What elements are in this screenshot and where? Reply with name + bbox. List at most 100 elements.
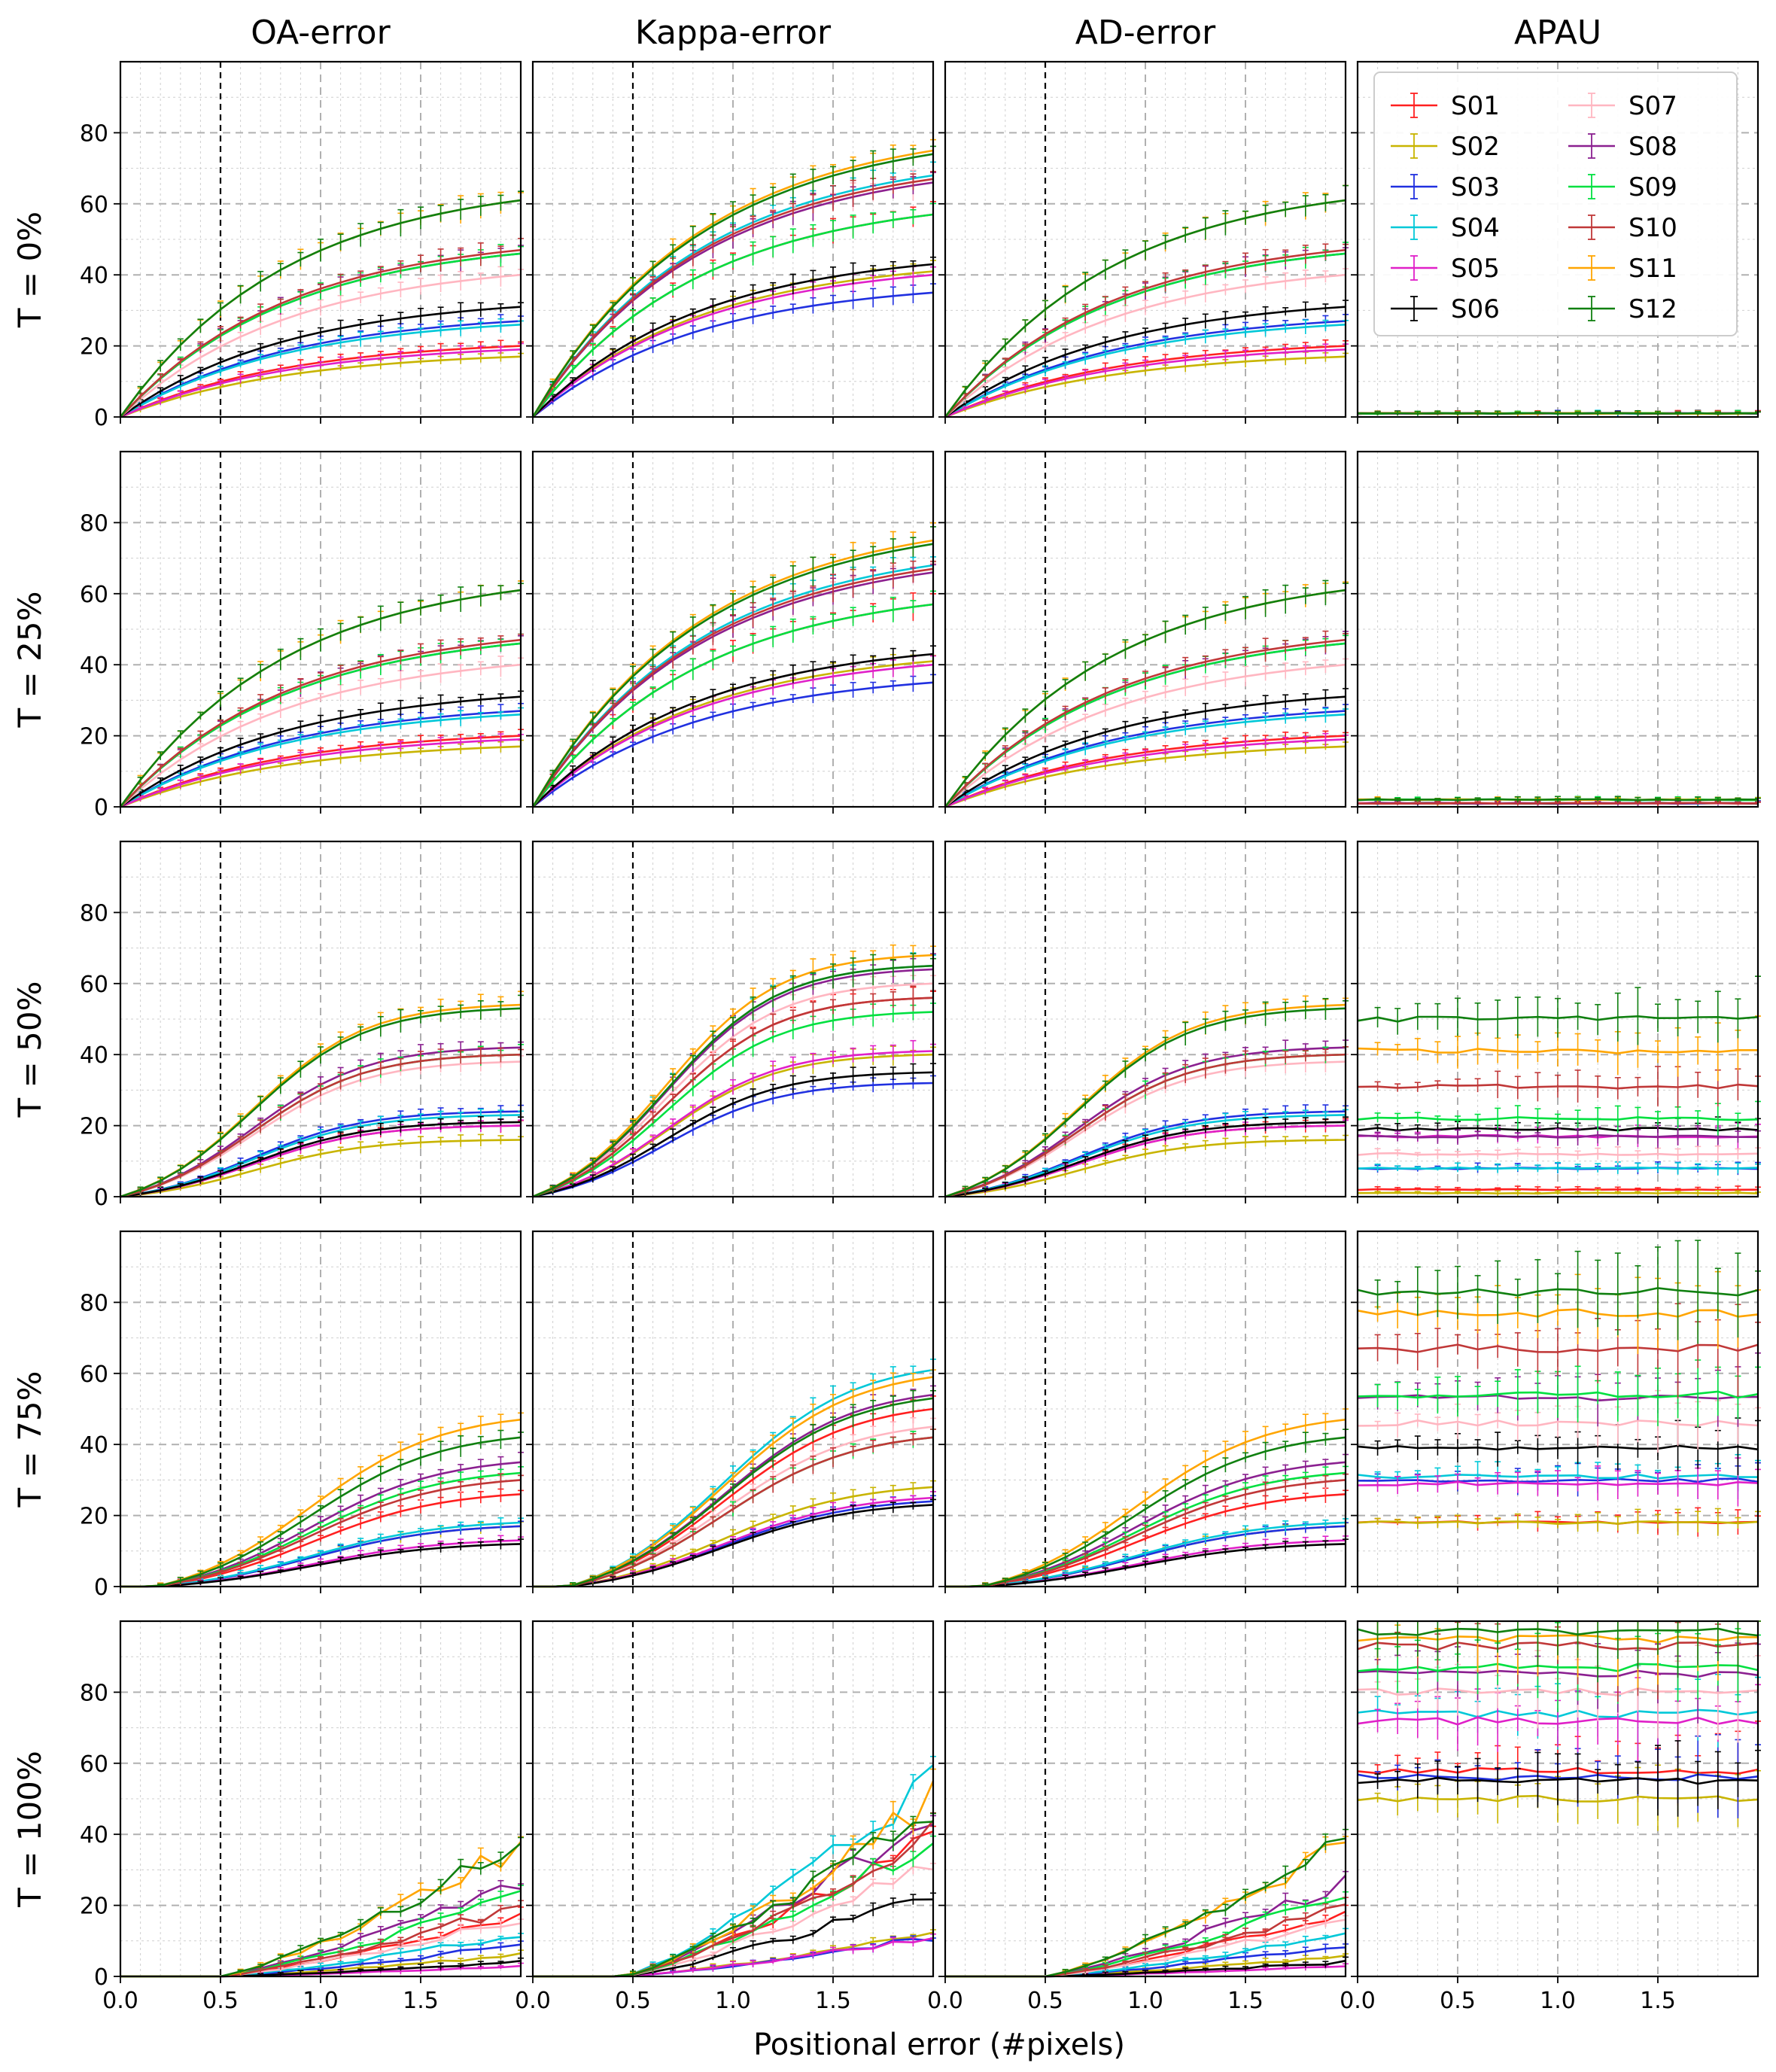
series-s10 <box>944 243 1349 418</box>
series-s10 <box>944 630 1349 808</box>
row-label-t100: T = 100% <box>11 1751 48 1908</box>
y-tick-label: 40 <box>80 263 108 289</box>
column-title-apau: APAU <box>1514 14 1601 52</box>
series-line-s02 <box>120 745 522 808</box>
series-s02 <box>120 1133 524 1198</box>
y-tick-label: 0 <box>94 1185 108 1211</box>
series-line-s05 <box>120 738 522 808</box>
series-s10 <box>120 633 524 808</box>
series-line-s10 <box>120 248 522 418</box>
series-line-s10 <box>944 638 1346 808</box>
series-s12 <box>120 994 524 1198</box>
y-tick-label: 80 <box>80 510 108 537</box>
series-line-s04 <box>944 713 1346 808</box>
series-line-s06 <box>944 306 1346 418</box>
series-s07 <box>944 658 1349 808</box>
series-line-s02 <box>944 355 1346 418</box>
series-s09 <box>531 590 936 808</box>
series-line-s12 <box>531 543 934 808</box>
series-s12 <box>1357 796 1761 803</box>
series-line-s05 <box>944 738 1346 808</box>
series-line-s06 <box>120 695 522 808</box>
series-s06 <box>532 256 936 418</box>
series-line-s06 <box>120 1121 522 1198</box>
y-tick-label: 40 <box>80 1042 108 1069</box>
series-line-s12 <box>1357 412 1759 415</box>
row-label-t25: T = 25% <box>11 592 48 729</box>
panel-t-50-kappa-error <box>526 840 936 1203</box>
y-tick-label: 0 <box>94 405 108 431</box>
column-title-ad-error: AD-error <box>1075 14 1216 52</box>
series-line-s04 <box>120 713 522 808</box>
y-tick-label: 20 <box>80 1114 108 1140</box>
series-s03 <box>532 283 936 418</box>
series-line-s07 <box>944 273 1346 418</box>
column-title-oa-error: OA-error <box>251 14 391 52</box>
series-s04 <box>120 707 524 808</box>
series-s12 <box>531 145 936 418</box>
y-tick-label: 20 <box>80 334 108 361</box>
series-line-s10 <box>944 248 1346 418</box>
row-label-t50: T = 50% <box>11 981 48 1118</box>
series-s06 <box>120 302 524 418</box>
series-s05 <box>120 342 524 418</box>
series-line-s05 <box>944 348 1346 418</box>
row-label-t75: T = 75% <box>11 1371 48 1508</box>
series-s04 <box>944 319 1349 418</box>
series-line-s12 <box>944 199 1346 418</box>
series-s12 <box>944 580 1349 808</box>
panel-t-0-ad-error <box>938 60 1349 424</box>
panel-t-25-kappa-error <box>526 450 936 814</box>
y-tick-label: 60 <box>80 192 108 218</box>
series-s05 <box>120 733 524 808</box>
series-line-s09 <box>531 213 934 418</box>
series-s06 <box>120 1115 524 1198</box>
series-line-s12 <box>1357 798 1758 802</box>
series-line-s02 <box>120 355 522 418</box>
series-s06 <box>120 690 524 808</box>
y-tick-label: 20 <box>80 724 108 750</box>
series-line-s02 <box>120 1139 522 1198</box>
series-line-s12 <box>119 589 522 808</box>
series-line-s10 <box>531 178 934 418</box>
series-line-s04 <box>120 1114 522 1198</box>
series-s12 <box>119 190 524 418</box>
series-line-s09 <box>531 603 934 808</box>
series-line-s07 <box>944 663 1346 808</box>
y-tick-label: 80 <box>80 900 108 926</box>
y-tick-label: 60 <box>80 582 108 608</box>
panel-t-25-apau <box>1351 450 1761 814</box>
series-line-s10 <box>120 638 522 808</box>
series-line-s12 <box>944 589 1346 808</box>
series-line-s10 <box>120 1053 522 1198</box>
series-line-s05 <box>532 663 934 808</box>
panel-t-25-ad-error <box>938 450 1349 814</box>
y-tick-label: 80 <box>80 120 108 147</box>
series-line-s03 <box>532 291 934 418</box>
series-line-s03 <box>532 681 934 808</box>
row-label-t0: T = 0% <box>11 211 48 328</box>
series-line-s04 <box>120 324 522 418</box>
series-line-s12 <box>119 199 522 418</box>
series-s04 <box>944 707 1349 808</box>
y-tick-label: 0 <box>94 795 108 821</box>
series-line-s06 <box>120 306 522 418</box>
x-axis-title: Positional error (#pixels) <box>753 2028 1125 2062</box>
panel-t-25-oa-error: 0 20 40 60 80 <box>80 450 524 821</box>
series-line-s06 <box>944 695 1346 808</box>
series-line-s10 <box>531 567 934 808</box>
y-tick-label: 60 <box>80 972 108 998</box>
series-line-s04 <box>944 324 1346 418</box>
series-s12 <box>1357 409 1761 416</box>
panel-t-0-kappa-error <box>526 60 936 424</box>
series-line-s07 <box>120 273 522 418</box>
series-line-s02 <box>944 745 1346 808</box>
series-line-s06 <box>532 653 934 808</box>
series-line-s06 <box>532 263 934 418</box>
series-line-s12 <box>120 1007 522 1198</box>
series-line-s07 <box>120 663 522 808</box>
y-tick-label: 40 <box>80 653 108 679</box>
series-s05 <box>944 343 1349 418</box>
